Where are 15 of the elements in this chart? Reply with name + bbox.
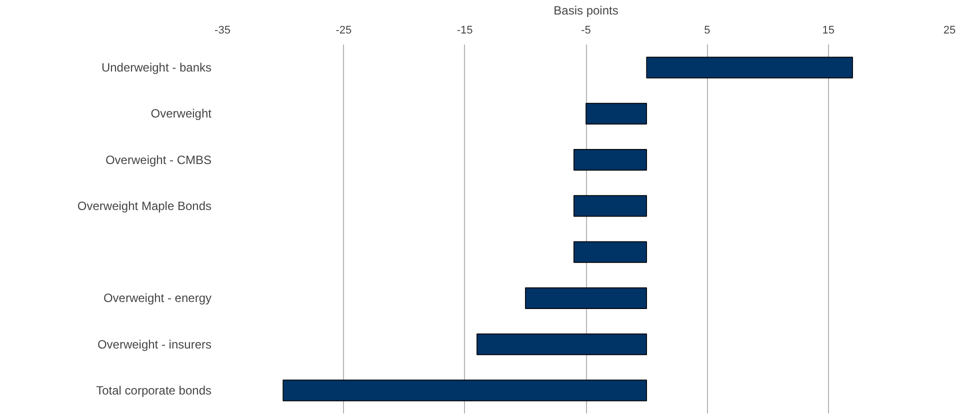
y-tick-label: Overweight - energy <box>103 291 212 306</box>
x-tick-label: -5 <box>581 24 591 36</box>
y-tick-label: Overweight - insurers <box>97 337 212 352</box>
x-tick-label: -15 <box>456 24 473 36</box>
x-tick-label: -25 <box>336 24 352 36</box>
y-tick-label: Overweight <box>150 106 212 121</box>
y-tick-label: Underweight - banks <box>101 60 212 75</box>
x-tick-label: 5 <box>704 24 710 36</box>
x-tick-label: -35 <box>214 24 230 36</box>
y-tick-label: Overweight Maple Bonds <box>77 198 212 213</box>
y-tick-label: Total corporate bonds <box>96 383 212 398</box>
y-tick-label: Overweight - CMBS <box>105 152 212 167</box>
x-tick-label: 25 <box>943 24 956 36</box>
x-tick-label: 15 <box>822 24 834 36</box>
x-axis-title: Basis points <box>554 4 618 18</box>
